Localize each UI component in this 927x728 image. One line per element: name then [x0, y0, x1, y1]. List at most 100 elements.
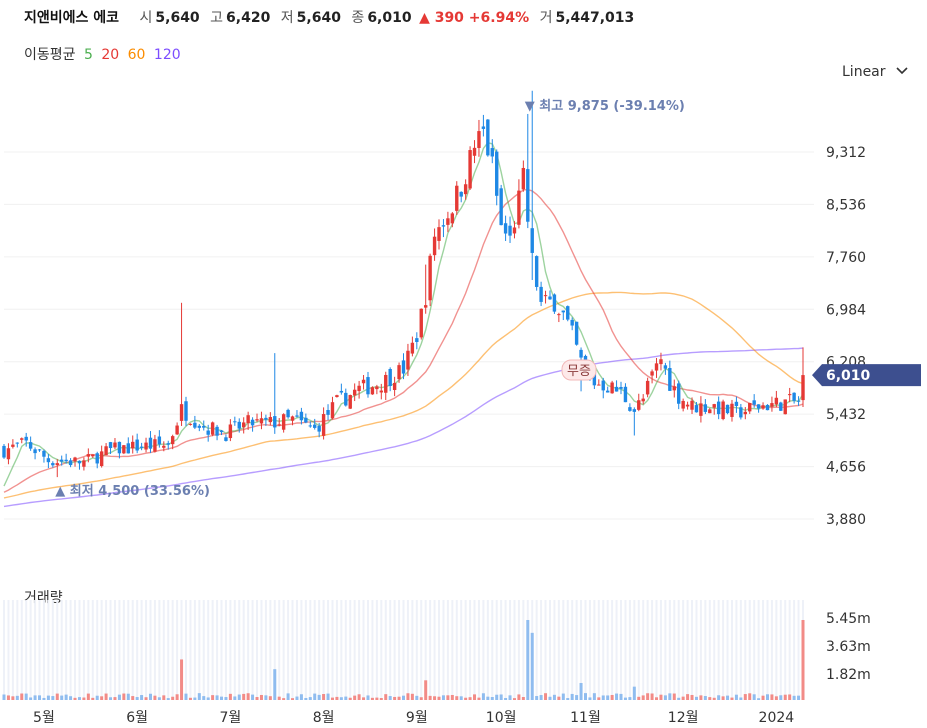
badge-label: 무증 [567, 364, 591, 379]
volume-bar [544, 693, 548, 700]
volume-stripe [633, 600, 636, 700]
volume-stripe [51, 600, 54, 700]
scale-selector[interactable]: Linear [842, 64, 908, 80]
volume-stripe [420, 600, 423, 700]
candle-body [175, 425, 179, 435]
candle-body [477, 131, 481, 148]
volume-stripe [87, 600, 90, 700]
volume-bar [282, 698, 286, 700]
candle-body [641, 398, 645, 402]
candle-body [659, 359, 663, 365]
candle-body [765, 404, 770, 411]
volume-bar [330, 697, 334, 700]
volume-bar [402, 695, 405, 700]
volume-stripe [78, 600, 81, 700]
volume-stripe [322, 600, 325, 700]
candle-body [162, 445, 166, 448]
volume-bar [610, 694, 614, 700]
volume-bar [353, 695, 357, 700]
volume-stripe [757, 600, 760, 700]
volume-bar [783, 694, 787, 700]
ma-line-60 [3, 291, 804, 499]
candle-body [495, 151, 499, 196]
volume-stripe [655, 600, 658, 700]
volume-stripe [722, 600, 725, 700]
candle-body [716, 401, 721, 415]
candle-body [361, 379, 366, 384]
volume-bar [60, 695, 64, 700]
volume-stripe [646, 600, 649, 700]
volume-tick-label: 5.45m [826, 611, 871, 627]
volume-bar [29, 697, 33, 700]
volume-stripe [615, 600, 618, 700]
candle-body [770, 403, 774, 407]
high-label: 고 [210, 10, 224, 26]
candle-body [108, 442, 113, 449]
volume-bar [566, 698, 570, 700]
candle-body [579, 349, 583, 358]
candle-body [601, 380, 605, 391]
close-value: 6,010 [367, 10, 412, 26]
volume-stripe [398, 600, 401, 700]
volume-stripe [238, 600, 241, 700]
candle-body [668, 368, 672, 391]
volume-bar [2, 694, 6, 700]
volume-stripe [659, 600, 662, 700]
volume-tick-label: 3.63m [826, 639, 871, 655]
open-label: 시 [139, 10, 153, 26]
volume-bar [694, 696, 698, 700]
volume-label: 거 [539, 10, 553, 26]
volume-stripe [602, 600, 605, 700]
volume-bar [655, 697, 659, 700]
candle-body [774, 397, 779, 405]
candle-body [748, 402, 752, 412]
volume-bar [397, 696, 401, 700]
volume-stripe [362, 600, 365, 700]
candle-body [233, 421, 237, 423]
volume-stripe [389, 600, 392, 700]
low-annotation: ▲ 최저 4,500 (33.56%) [55, 484, 210, 499]
candle-body [60, 459, 64, 462]
volume-bar [228, 693, 232, 700]
volume-stripe [207, 600, 210, 700]
volume-bar [677, 697, 681, 700]
open-value: 5,640 [155, 10, 200, 26]
ma-legend-20: 20 [101, 47, 120, 63]
volume-bar [135, 697, 139, 700]
volume-bar [801, 620, 805, 700]
volume-bar [575, 695, 579, 700]
volume-bar [526, 620, 530, 700]
candle-body [428, 255, 432, 301]
volume-bar [193, 697, 197, 700]
volume-bar [477, 697, 481, 700]
volume-bar [468, 697, 472, 700]
candle-body [339, 390, 344, 393]
ma-legend[interactable]: 이동평균 5 20 60 120 [24, 44, 185, 64]
volume-stripe [597, 600, 600, 700]
volume-stripe [606, 600, 609, 700]
candle-body [290, 416, 295, 421]
volume-bar [628, 697, 632, 700]
volume-value: 5,447,013 [555, 10, 635, 26]
candle-body [304, 417, 308, 423]
volume-stripe [695, 600, 698, 700]
candle-body [366, 377, 370, 395]
volume-stripe [433, 600, 436, 700]
volume-stripe [548, 600, 551, 700]
volume-stripe [438, 600, 441, 700]
candle-body [512, 227, 517, 234]
volume-bar [495, 694, 499, 700]
volume-stripe [331, 600, 334, 700]
volume-bar [455, 696, 459, 700]
volume-stripe [100, 600, 103, 700]
candle-body [463, 184, 468, 195]
volume-stripe [464, 600, 467, 700]
volume-bar [175, 694, 179, 700]
volume-stripe [162, 600, 165, 700]
candle-body [299, 411, 304, 421]
candle-body [796, 400, 801, 402]
volume-stripe [477, 600, 480, 700]
volume-stripe [664, 600, 667, 700]
volume-stripe [642, 600, 645, 700]
